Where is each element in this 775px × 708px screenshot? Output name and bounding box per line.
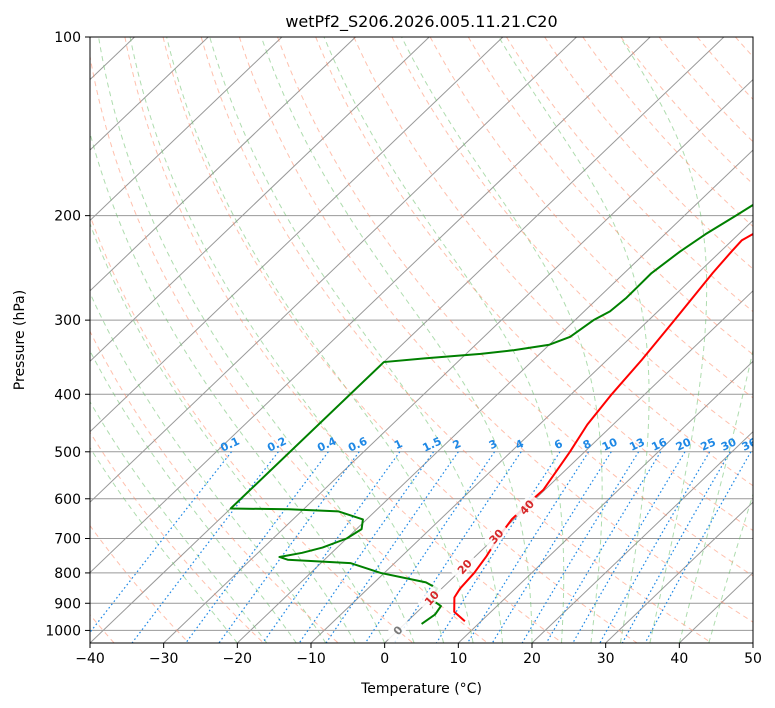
x-tick-label: 30 <box>597 651 615 667</box>
isotherm-line <box>90 37 356 292</box>
moist-adiabat-line <box>401 37 603 643</box>
mixing-ratio-line <box>393 451 522 643</box>
moist-adiabat-line <box>90 291 327 643</box>
dry-adiabat-line <box>90 53 488 643</box>
isotherm-line <box>90 37 725 643</box>
isotherm-line <box>605 501 753 643</box>
dry-adiabat-line <box>90 524 190 643</box>
moist-adiabat-line <box>90 222 356 643</box>
dry-adiabat-line <box>582 37 753 228</box>
x-tick-label: −30 <box>149 651 179 667</box>
dewpoint-profile-line <box>229 203 753 625</box>
moist-adiabat-line <box>260 37 533 643</box>
dry-adiabat-line <box>90 330 339 643</box>
moist-adiabat-line <box>166 37 474 643</box>
mixing-ratio-line <box>90 451 233 634</box>
x-axis-label: Temperature (°C) <box>360 681 482 697</box>
mixing-ratio-label: 13 <box>627 435 646 453</box>
y-tick-label: 800 <box>54 566 81 582</box>
y-tick-label: 100 <box>54 30 81 46</box>
isotherm-line <box>457 360 753 643</box>
x-tick-label: −20 <box>223 651 253 667</box>
mixing-ratio-label: 30 <box>719 435 739 453</box>
x-tick-label: 40 <box>670 651 688 667</box>
mixing-ratio-line <box>466 451 590 643</box>
moist-adiabat-line <box>90 446 238 643</box>
dry-adiabat-label-bg <box>383 616 411 643</box>
x-tick-label: −40 <box>75 651 105 667</box>
isotherm-line <box>90 37 504 433</box>
mixing-ratio-label: 20 <box>674 435 694 453</box>
mixing-ratio-line <box>435 451 561 643</box>
dry-adiabat-line <box>124 37 563 643</box>
x-tick-label: 10 <box>449 651 467 667</box>
mixing-ratio-label: 36 <box>740 435 760 453</box>
dry-adiabat-line <box>90 431 264 643</box>
moist-adiabat-line <box>498 37 650 643</box>
mixing-ratio-line <box>185 451 329 643</box>
y-tick-label: 200 <box>54 209 81 225</box>
mixing-ratio-line <box>298 451 435 643</box>
isotherm-line <box>90 37 430 362</box>
x-tick-label: 0 <box>380 651 389 667</box>
moist-adiabat-line <box>209 37 504 643</box>
moist-adiabat-line <box>98 37 415 643</box>
y-tick-label: 1000 <box>45 623 81 639</box>
y-tick-label: 700 <box>54 532 81 548</box>
isotherm-line <box>236 149 753 643</box>
y-tick-label: 400 <box>54 387 81 403</box>
dry-adiabat-line <box>90 214 414 643</box>
dry-adiabat-label-bg <box>512 492 540 521</box>
mixing-ratio-line <box>545 451 662 643</box>
dry-adiabat-label-bg <box>450 552 478 581</box>
mixing-ratio-label: 10 <box>600 435 620 453</box>
plot-frame <box>89 36 754 644</box>
y-tick-label: 900 <box>54 596 81 612</box>
mixing-ratio-line <box>572 451 686 643</box>
isotherm-line <box>310 219 753 643</box>
isotherm-line <box>163 78 753 643</box>
mixing-ratio-line <box>262 451 401 643</box>
dry-adiabat-line <box>467 37 753 356</box>
mixing-ratio-label: 25 <box>698 435 717 453</box>
dry-adiabat-line <box>429 37 753 399</box>
isotherm-line <box>90 37 283 222</box>
dry-adiabat-line <box>277 37 753 577</box>
mixing-ratio-line <box>621 451 731 643</box>
y-axis-label: Pressure (hPa) <box>12 290 28 390</box>
moist-adiabat-line <box>90 131 386 643</box>
isotherm-line <box>90 37 577 503</box>
mixing-ratio-line <box>218 451 360 643</box>
dry-adiabat-label-bg <box>417 583 445 612</box>
y-tick-label: 500 <box>54 445 81 461</box>
mixing-ratio-line <box>325 451 459 643</box>
mixing-ratio-line <box>599 451 711 643</box>
y-tick-label: 300 <box>54 313 81 329</box>
isotherm-line <box>531 431 753 643</box>
moist-adiabat-line <box>129 37 445 643</box>
isotherm-line <box>90 37 651 574</box>
dry-adiabat-line <box>658 37 753 143</box>
mixing-ratio-line <box>644 451 752 643</box>
moist-adiabat-line <box>323 37 565 643</box>
x-tick-label: −10 <box>296 651 326 667</box>
dry-adiabat-line <box>544 37 753 270</box>
y-tick-label: 600 <box>54 492 81 508</box>
dry-adiabat-label-bg <box>482 522 510 551</box>
dry-adiabat-line <box>315 37 753 532</box>
mixing-ratio-line <box>364 451 496 643</box>
dry-adiabat-line <box>238 37 753 623</box>
isotherm-line <box>90 37 209 151</box>
dry-adiabat-line <box>200 37 712 643</box>
chart-title: wetPf2_S206.2026.005.11.21.C20 <box>285 12 557 32</box>
mixing-ratio-label: 16 <box>650 435 670 453</box>
x-tick-label: 20 <box>523 651 541 667</box>
x-tick-label: 50 <box>744 651 762 667</box>
temperature-profile-line <box>453 232 753 622</box>
